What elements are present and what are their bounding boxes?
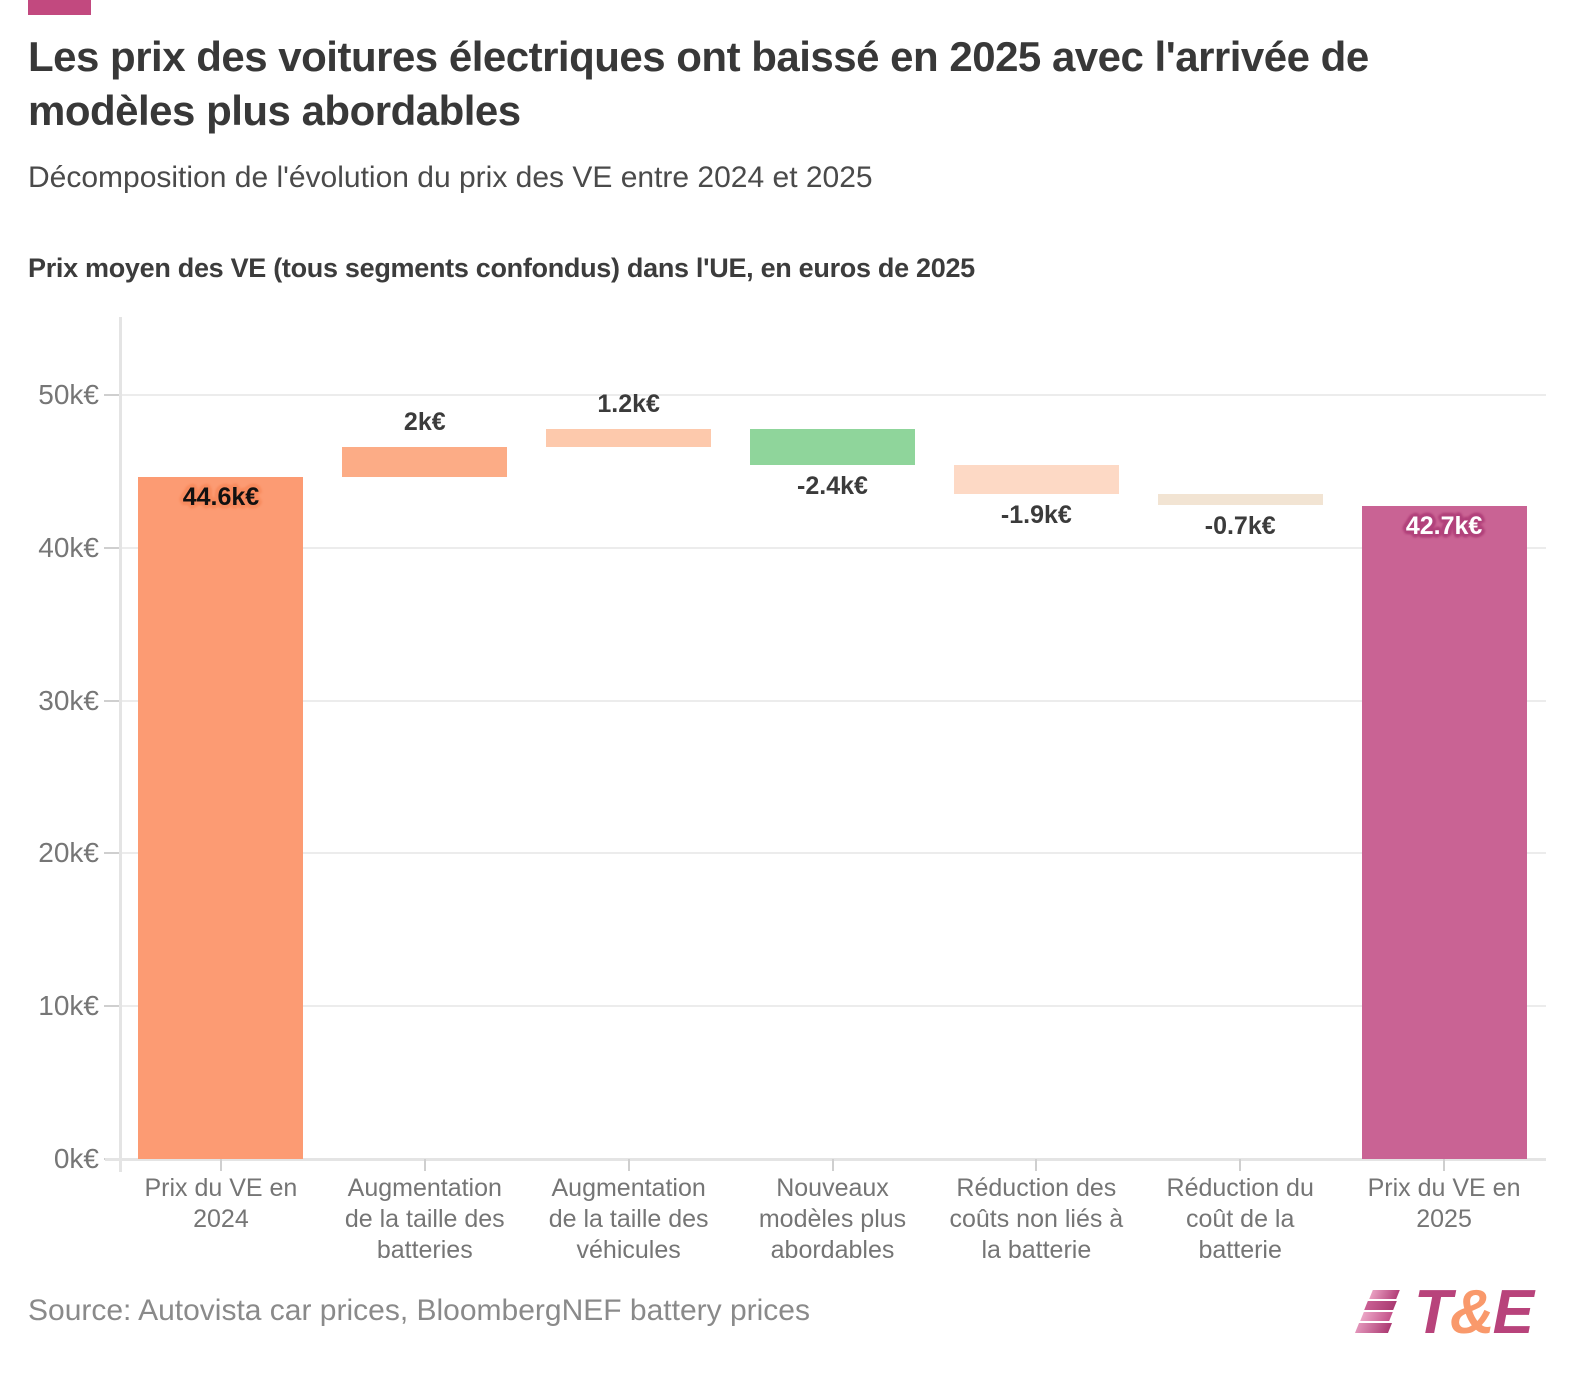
logo-stripe bbox=[1364, 1301, 1397, 1310]
logo-letter-e: E bbox=[1492, 1278, 1534, 1347]
bar bbox=[1157, 494, 1323, 505]
y-tick-label: 30k€ bbox=[38, 684, 99, 716]
y-axis-tick bbox=[104, 393, 119, 396]
y-tick-label: 0k€ bbox=[53, 1143, 99, 1174]
x-axis-tick bbox=[627, 1159, 630, 1171]
bar bbox=[342, 446, 508, 478]
x-axis-tick bbox=[1443, 1159, 1446, 1171]
y-tick-label: 40k€ bbox=[38, 531, 99, 563]
y-tick-label: 50k€ bbox=[38, 378, 99, 410]
category-label: Prix du VE en 2025 bbox=[1367, 1174, 1521, 1233]
gridline bbox=[119, 699, 1546, 702]
category-label: Prix du VE en 2024 bbox=[144, 1174, 298, 1233]
gridline bbox=[119, 546, 1546, 549]
x-axis-tick bbox=[423, 1159, 426, 1171]
logo-letter-amp: & bbox=[1449, 1278, 1495, 1347]
category-label: Augmentation de la taille des véhicules bbox=[548, 1174, 709, 1264]
y-axis-line bbox=[119, 317, 122, 1172]
te-logo-text: T&E bbox=[1414, 1282, 1534, 1344]
bar-value-label: 42.7k€ bbox=[1405, 512, 1483, 541]
category-label: Nouveaux modèles plus abordables bbox=[758, 1174, 907, 1264]
x-axis-tick bbox=[831, 1159, 834, 1171]
page-title: Les prix des voitures électriques ont ba… bbox=[28, 33, 1369, 134]
gridline bbox=[119, 852, 1546, 855]
y-axis-tick bbox=[104, 699, 119, 702]
te-logo-mark-icon bbox=[1354, 1288, 1406, 1338]
bar-value-label: -2.4k€ bbox=[797, 472, 868, 501]
bar bbox=[953, 465, 1119, 495]
x-axis-tick bbox=[219, 1159, 222, 1171]
y-axis-tick bbox=[104, 1005, 119, 1008]
bar bbox=[1361, 506, 1527, 1159]
x-axis-line bbox=[105, 1158, 1546, 1161]
category-label: Augmentation de la taille des batteries bbox=[344, 1174, 505, 1264]
logo-stripe bbox=[1360, 1312, 1393, 1321]
bar bbox=[546, 428, 712, 447]
bar-value-label: 2k€ bbox=[403, 407, 446, 436]
source-text: Source: Autovista car prices, BloombergN… bbox=[28, 1294, 810, 1327]
page-subtitle: Décomposition de l'évolution du prix des… bbox=[28, 161, 873, 194]
bar-value-label: 44.6k€ bbox=[182, 483, 260, 512]
y-tick-label: 10k€ bbox=[38, 990, 99, 1022]
brand-mark bbox=[28, 0, 91, 15]
bar-value-label: -1.9k€ bbox=[1000, 501, 1072, 530]
logo-stripe bbox=[1354, 1323, 1393, 1333]
gridline bbox=[119, 1005, 1546, 1008]
logo-letter-t: T bbox=[1413, 1278, 1452, 1347]
gridline bbox=[119, 393, 1546, 396]
logo-stripe bbox=[1369, 1290, 1400, 1299]
bar-value-label: 1.2k€ bbox=[597, 389, 660, 418]
bar-value-label: -0.7k€ bbox=[1204, 511, 1276, 540]
category-label: Réduction du coût de la batterie bbox=[1166, 1174, 1314, 1264]
bar bbox=[750, 428, 915, 466]
y-axis-tick bbox=[104, 852, 119, 855]
chart-axis-title: Prix moyen des VE (tous segments confond… bbox=[28, 253, 975, 283]
x-axis-tick bbox=[1035, 1159, 1038, 1171]
y-tick-label: 20k€ bbox=[38, 837, 99, 869]
te-logo: T&E bbox=[1354, 1282, 1534, 1344]
y-axis-tick bbox=[104, 546, 119, 549]
bar bbox=[138, 477, 304, 1159]
category-label: Réduction des coûts non liés à la batter… bbox=[949, 1174, 1124, 1264]
x-axis-tick bbox=[1239, 1159, 1242, 1171]
